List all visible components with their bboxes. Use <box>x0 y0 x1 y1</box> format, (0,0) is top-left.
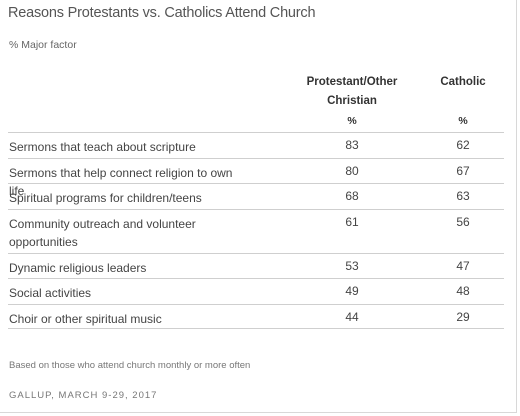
row-label: Community outreach and volunteer opportu… <box>9 216 196 249</box>
value-catholic: 47 <box>456 258 470 273</box>
row-label: Spiritual programs for children/teens <box>9 191 202 205</box>
value-catholic: 62 <box>456 138 470 152</box>
value-catholic: 29 <box>456 309 470 324</box>
table-row: Dynamic religious leaders 53 47 <box>8 252 504 279</box>
chart-source: GALLUP, MARCH 9-29, 2017 <box>9 390 158 401</box>
value-protestant: 68 <box>345 189 359 203</box>
value-catholic: 56 <box>456 214 470 229</box>
unit-label-protestant: % <box>347 115 357 127</box>
value-catholic: 48 <box>456 284 470 298</box>
row-label: Dynamic religious leaders <box>9 260 147 275</box>
table-row: Social activities 49 48 <box>8 278 504 304</box>
row-label: Sermons that teach about scripture <box>9 140 196 154</box>
value-catholic: 67 <box>456 163 470 178</box>
value-protestant: 80 <box>345 163 359 178</box>
table-row: Choir or other spiritual music 44 29 <box>8 303 504 329</box>
row-label: Social activities <box>9 286 92 300</box>
value-protestant: 53 <box>345 258 359 273</box>
column-header-catholic: Catholic <box>440 76 486 88</box>
unit-label-catholic: % <box>458 115 468 127</box>
data-table: Sermons that teach about scripture 83 62… <box>8 132 504 329</box>
value-protestant: 49 <box>345 284 359 298</box>
column-header-protestant: Protestant/Other Christian <box>306 76 398 107</box>
chart-subtitle: % Major factor <box>9 39 77 51</box>
row-label: Sermons that help connect religion to ow… <box>9 165 233 198</box>
chart-title: Reasons Protestants vs. Catholics Attend… <box>8 5 316 21</box>
table-row: Sermons that help connect religion to ow… <box>8 157 504 198</box>
value-protestant: 44 <box>345 309 359 324</box>
value-protestant: 83 <box>345 138 359 152</box>
value-catholic: 63 <box>456 189 470 203</box>
chart-note: Based on those who attend church monthly… <box>9 360 251 371</box>
row-label: Choir or other spiritual music <box>9 311 162 326</box>
value-protestant: 61 <box>345 214 359 229</box>
table-row: Sermons that teach about scripture 83 62 <box>8 132 504 158</box>
table-row: Community outreach and volunteer opportu… <box>8 208 504 253</box>
table-row: Spiritual programs for children/teens 68… <box>8 183 504 209</box>
